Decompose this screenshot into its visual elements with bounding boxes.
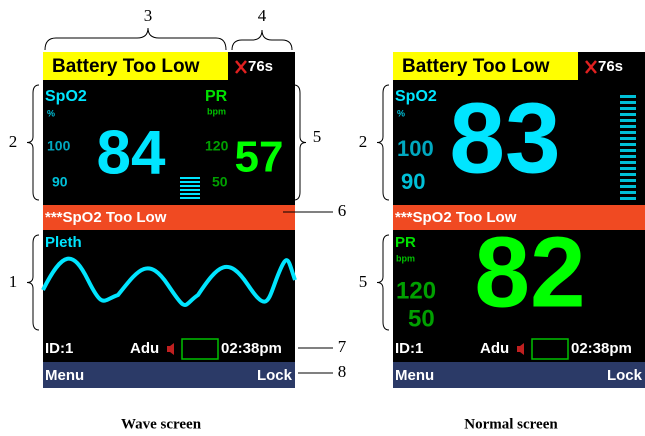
alarm-text: ***SpO2 Too Low	[45, 209, 167, 226]
callout-number: 8	[338, 362, 347, 381]
patient-mode: Adu	[480, 340, 509, 357]
lock-button: Lock	[607, 367, 643, 384]
bar-graph	[180, 197, 200, 199]
pr-unit: bpm	[396, 253, 415, 263]
patient-mode: Adu	[130, 340, 159, 357]
callout-line	[231, 29, 293, 51]
spo2-value: 84	[97, 118, 166, 187]
callout-number: 1	[9, 272, 18, 291]
callout-number: 2	[9, 132, 18, 151]
bar-graph	[620, 119, 636, 122]
pr-high: 120	[205, 138, 229, 154]
bar-graph	[620, 95, 636, 98]
device-id: ID:1	[45, 340, 73, 357]
callout-number: 5	[313, 127, 322, 146]
spo2-label: SpO2	[395, 88, 437, 105]
bar-graph	[620, 155, 636, 158]
menu-bar	[43, 362, 295, 388]
pr-label: PR	[205, 88, 228, 105]
bar-graph	[620, 191, 636, 194]
callout-line	[376, 234, 390, 331]
spo2-low: 90	[52, 174, 68, 190]
bar-graph	[180, 185, 200, 187]
bar-graph	[620, 161, 636, 164]
callout-line	[26, 234, 40, 331]
spo2-unit: %	[397, 108, 405, 118]
clock: 02:38pm	[221, 340, 282, 357]
pr-value: 57	[235, 133, 284, 182]
callout-number: 4	[258, 6, 267, 25]
timer-text: 76s	[248, 58, 273, 75]
callout-number: 3	[144, 6, 153, 25]
sound-icon	[517, 343, 524, 355]
battery-icon	[181, 338, 219, 360]
status-bar	[43, 52, 228, 80]
timer-text: 76s	[598, 58, 623, 75]
clock: 02:38pm	[571, 340, 632, 357]
callout-number: 6	[338, 201, 347, 220]
alarm-bar	[393, 205, 645, 230]
pr-label: PR	[395, 234, 416, 251]
callout-line	[26, 84, 40, 201]
spo2-label: SpO2	[45, 88, 87, 105]
pr-low: 50	[212, 174, 228, 190]
menu-button: Menu	[395, 367, 434, 384]
spo2-high: 100	[47, 138, 71, 154]
pr-unit: bpm	[207, 106, 226, 116]
bar-graph	[620, 143, 636, 146]
pr-high: 120	[396, 277, 436, 304]
bar-graph	[180, 189, 200, 191]
spo2-unit: %	[47, 108, 55, 118]
callout-line	[376, 84, 390, 201]
bar-graph	[620, 185, 636, 188]
bar-graph	[180, 177, 200, 179]
bar-graph	[620, 179, 636, 182]
menu-bar	[393, 362, 645, 388]
sound-icon	[167, 343, 174, 355]
mute-icon	[235, 60, 247, 74]
bar-graph	[620, 167, 636, 170]
spo2-high: 100	[397, 136, 434, 161]
lock-button: Lock	[257, 367, 293, 384]
callout-line	[44, 27, 227, 51]
spo2-value: 83	[449, 82, 560, 194]
alarm-bar	[43, 205, 295, 230]
battery-icon	[531, 338, 569, 360]
bar-graph	[620, 137, 636, 140]
bar-graph	[620, 149, 636, 152]
bar-graph	[180, 193, 200, 195]
alarm-text: ***SpO2 Too Low	[395, 209, 517, 226]
callout-line	[293, 84, 307, 201]
bar-graph	[620, 107, 636, 110]
pr-low: 50	[408, 305, 435, 332]
callout-number: 5	[359, 272, 368, 291]
caption: Normal screen	[464, 416, 558, 432]
status-bar	[393, 52, 578, 80]
status-text: Battery Too Low	[402, 56, 550, 77]
pleth-label: Pleth	[45, 234, 82, 251]
menu-button: Menu	[45, 367, 84, 384]
bar-graph	[620, 113, 636, 116]
device-id: ID:1	[395, 340, 423, 357]
pleth-wave	[41, 256, 297, 307]
mute-icon	[585, 60, 597, 74]
bar-graph	[620, 131, 636, 134]
caption: Wave screen	[121, 416, 202, 432]
bar-graph	[620, 173, 636, 176]
callout-number: 2	[359, 132, 368, 151]
status-text: Battery Too Low	[52, 56, 200, 77]
bar-graph	[620, 197, 636, 200]
bar-graph	[180, 181, 200, 183]
callout-number: 7	[338, 337, 347, 356]
bar-graph	[620, 101, 636, 104]
spo2-low: 90	[401, 169, 425, 194]
bar-graph	[620, 125, 636, 128]
pr-value: 82	[474, 216, 585, 328]
